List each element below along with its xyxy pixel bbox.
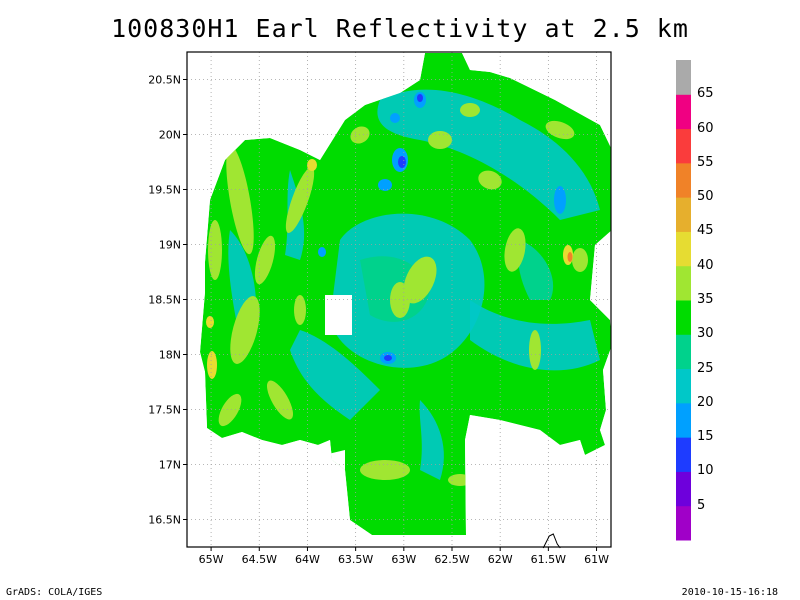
lon-tick-label: 64.5W xyxy=(242,553,277,566)
lon-tick-label: 61W xyxy=(584,553,609,566)
colorbar-label: 5 xyxy=(697,497,706,513)
lon-tick-label: 62.5W xyxy=(434,553,469,566)
reflectivity-field xyxy=(200,53,611,535)
colorbar-label: 65 xyxy=(697,86,714,102)
footer-timestamp: 2010-10-15-16:18 xyxy=(681,587,778,598)
lat-tick-label: 17.5N xyxy=(148,404,181,417)
colorbar-label: 15 xyxy=(697,429,714,445)
colorbar-label: 55 xyxy=(697,154,714,170)
colorbar-label: 40 xyxy=(697,257,714,273)
colorbar-label: 35 xyxy=(697,292,714,307)
lat-tick-label: 20N xyxy=(159,129,181,142)
chart-title: 100830H1 Earl Reflectivity at 2.5 km xyxy=(111,14,689,43)
lat-tick-label: 18N xyxy=(159,349,181,362)
colorbar-label: 45 xyxy=(697,223,714,239)
axis-ticks: 65W 64.5W 64W 63.5W 63W 62.5W 62W 61.5W 61W 20.5N… xyxy=(148,74,609,567)
gridlines xyxy=(187,52,611,547)
lon-tick-label: 63.5W xyxy=(338,553,373,566)
lon-tick-label: 64W xyxy=(295,553,320,566)
colorbar-label: 25 xyxy=(697,360,714,376)
lat-tick-label: 18.5N xyxy=(148,294,181,307)
lat-tick-label: 20.5N xyxy=(148,74,181,87)
colorbar-label: 50 xyxy=(697,189,714,205)
island-outline xyxy=(542,533,561,549)
colorbar-label: 60 xyxy=(697,120,714,136)
colorbar-label: 30 xyxy=(697,326,714,342)
lat-tick-label: 17N xyxy=(159,459,181,472)
lon-tick-label: 63W xyxy=(391,553,416,566)
lon-tick-label: 61.5W xyxy=(531,553,566,566)
footer-credit: GrADS: COLA/IGES xyxy=(6,587,103,598)
lat-tick-label: 16.5N xyxy=(148,514,181,527)
colorbar-label: 10 xyxy=(697,463,714,479)
lat-tick-label: 19N xyxy=(159,239,181,252)
lon-tick-label: 65W xyxy=(199,553,224,566)
lat-tick-label: 19.5N xyxy=(148,184,181,197)
lon-tick-label: 62W xyxy=(488,553,513,566)
colorbar-label: 20 xyxy=(697,394,714,410)
